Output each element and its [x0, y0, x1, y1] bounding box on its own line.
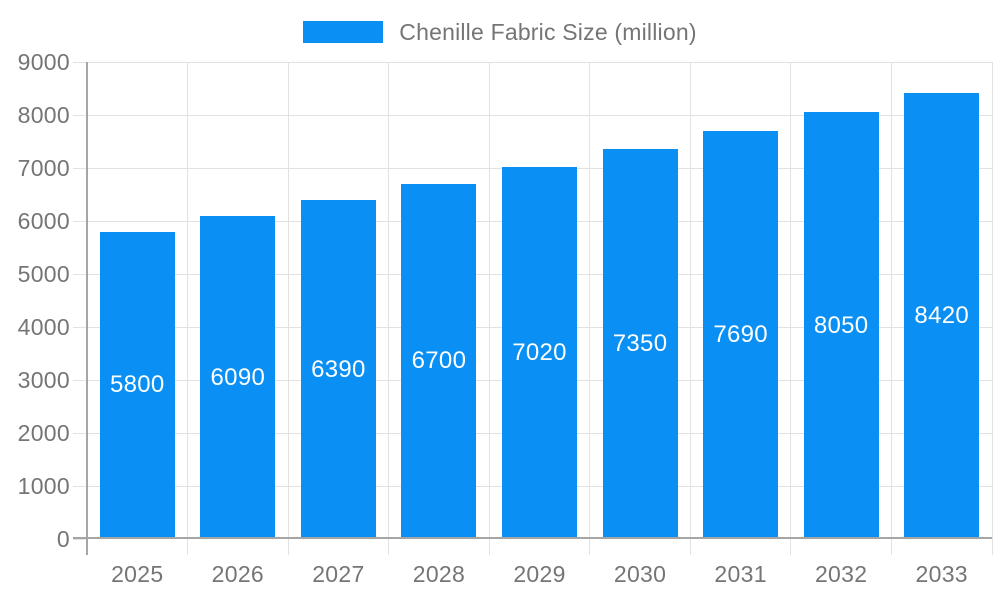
x-gridline — [589, 62, 591, 555]
x-axis-tick-label: 2026 — [211, 561, 265, 587]
y-tick-mark — [73, 432, 87, 434]
bar-value-label: 7020 — [512, 338, 567, 366]
x-axis-tick-label: 2029 — [513, 561, 566, 587]
x-axis-tick-label: 2033 — [915, 561, 968, 587]
x-axis-tick-label: 2032 — [814, 561, 868, 587]
y-axis-tick-label: 0 — [56, 525, 70, 552]
bar-value-label: 7350 — [612, 330, 668, 358]
y-gridline — [73, 61, 992, 63]
x-axis-tick-label: 2030 — [613, 561, 667, 587]
bar-2033[interactable]: 8420 — [904, 92, 980, 539]
bar-value-label: 7690 — [713, 321, 768, 349]
x-gridline — [388, 62, 390, 555]
legend[interactable]: Chenille Fabric Size (million) — [0, 16, 1000, 48]
x-gridline — [890, 62, 892, 555]
x-gridline — [790, 62, 792, 555]
x-gridline — [488, 62, 490, 555]
x-axis-line — [73, 537, 992, 539]
bar-value-label: 6390 — [311, 355, 366, 383]
bar-2030[interactable]: 7350 — [602, 149, 678, 539]
y-tick-mark — [73, 326, 87, 328]
x-axis-tick-label: 2027 — [312, 561, 365, 587]
x-gridline — [991, 62, 993, 555]
y-axis-tick-label: 7000 — [17, 154, 70, 181]
y-axis-tick-label: 3000 — [17, 366, 70, 393]
bar-value-label: 8050 — [813, 311, 869, 339]
bar-value-label: 8420 — [914, 301, 970, 329]
y-axis-tick-label: 5000 — [17, 260, 70, 287]
bar-value-label: 6090 — [210, 363, 266, 391]
bar-2025[interactable]: 5800 — [99, 231, 175, 539]
bar-2027[interactable]: 6390 — [300, 200, 376, 539]
y-tick-mark — [73, 61, 87, 63]
y-tick-mark — [73, 167, 87, 169]
y-axis-tick-label: 2000 — [17, 419, 70, 446]
legend-swatch — [303, 21, 384, 43]
legend-label: Chenille Fabric Size (million) — [399, 18, 697, 45]
x-gridline — [689, 62, 691, 555]
x-axis-tick-label: 2031 — [714, 561, 767, 587]
bar-value-label: 6700 — [411, 347, 467, 375]
y-gridline — [73, 114, 992, 116]
y-axis-line — [86, 62, 88, 555]
y-tick-mark — [73, 379, 87, 381]
x-gridline — [187, 62, 189, 555]
bar-2031[interactable]: 7690 — [703, 131, 779, 539]
x-axis-tick-label: 2028 — [412, 561, 466, 587]
plot-area: 0 1000 2000 3000 4000 5000 6000 7000 8000 9000 580… — [18, 50, 993, 587]
y-axis-tick-label: 6000 — [17, 207, 70, 234]
y-tick-mark — [73, 273, 87, 275]
bar-value-label: 5800 — [109, 371, 165, 399]
y-axis-tick-label: 4000 — [17, 313, 70, 340]
bar-2029[interactable]: 7020 — [502, 166, 577, 539]
x-gridline — [287, 62, 289, 555]
y-tick-mark — [73, 220, 87, 222]
y-tick-mark — [73, 485, 87, 487]
y-tick-mark — [73, 538, 87, 540]
y-axis-tick-label: 9000 — [17, 48, 70, 75]
y-axis-tick-label: 8000 — [17, 101, 70, 128]
y-axis-tick-label: 1000 — [17, 472, 70, 499]
x-axis-tick-label: 2025 — [111, 561, 164, 587]
bar-2028[interactable]: 6700 — [401, 183, 477, 539]
y-tick-mark — [73, 114, 87, 116]
bar-2032[interactable]: 8050 — [803, 112, 879, 539]
bar-2026[interactable]: 6090 — [200, 216, 276, 539]
